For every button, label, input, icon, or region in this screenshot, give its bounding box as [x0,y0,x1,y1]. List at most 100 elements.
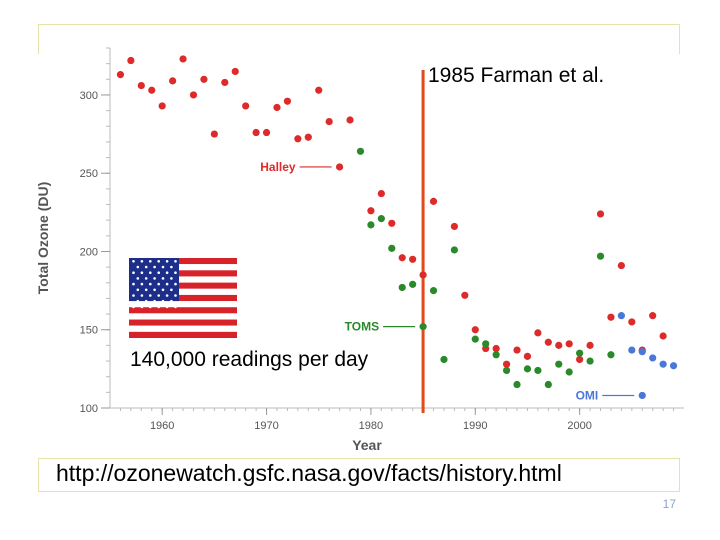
data-point-halley [169,77,177,85]
data-point-halley [471,326,479,334]
data-point-halley [555,341,563,349]
data-point-halley [252,128,260,137]
data-point-toms [356,147,365,155]
data-point-halley [544,338,552,346]
data-point-halley [127,56,135,65]
data-point-halley [513,346,521,354]
data-point-toms [555,360,563,368]
data-point-halley [367,207,375,215]
series-label-marker-omi [638,391,646,400]
data-point-toms [388,244,396,252]
data-point-toms [409,280,417,288]
y-tick-label: 200 [80,246,98,258]
data-point-halley [116,71,125,79]
y-axis-title: Total Ozone (DU) [35,182,51,295]
series-label-toms: TOMS [345,320,379,334]
data-point-halley [649,312,657,320]
data-point-halley [398,254,406,262]
data-point-toms [513,380,521,389]
data-point-toms [398,283,406,292]
data-point-halley [409,255,417,263]
data-point-toms [502,366,511,375]
data-point-halley [450,222,458,231]
data-point-toms [544,380,552,389]
data-point-toms [482,340,490,348]
data-point-halley [586,341,594,349]
data-point-halley [628,318,636,326]
data-point-halley [283,97,292,105]
data-point-toms [377,215,385,223]
data-point-halley [492,344,500,353]
data-point-toms [576,349,584,357]
data-point-halley [565,340,573,348]
data-point-halley [221,78,229,87]
data-point-halley [304,133,312,141]
data-point-halley [148,86,156,94]
data-point-halley [461,291,469,299]
data-point-toms [586,357,594,365]
data-point-omi [669,362,678,370]
data-point-toms [534,366,542,375]
y-tick-label: 250 [80,168,98,180]
data-point-halley [617,261,625,270]
x-tick-label: 2000 [567,420,591,432]
url-frame [38,458,680,492]
data-point-halley [262,128,271,137]
series-label-marker-toms [419,323,427,331]
data-point-halley [179,55,187,63]
us-flag-icon [129,258,237,338]
page-number: 17 [662,497,676,511]
data-point-halley [325,117,333,126]
data-point-halley [294,135,302,143]
data-point-halley [523,352,532,360]
data-point-halley [388,219,396,227]
farman-annotation: 1985 Farman et al. [428,64,605,87]
readings-annotation: 140,000 readings per day [130,348,369,371]
data-point-halley [596,210,605,218]
data-point-halley [200,75,208,83]
data-point-halley [242,102,250,110]
data-point-toms [492,351,500,359]
x-tick-label: 1970 [254,420,278,432]
data-point-halley [659,332,667,340]
data-point-toms [471,335,479,343]
y-tick-label: 300 [80,90,98,102]
source-url[interactable]: http://ozonewatch.gsfc.nasa.gov/facts/hi… [56,460,562,486]
series-label-marker-halley [336,163,344,171]
data-point-halley [429,197,438,205]
data-point-halley [189,91,198,99]
data-point-halley [346,116,354,124]
data-point-halley [158,102,166,110]
x-tick-label: 1960 [150,420,174,432]
ozone-chart: 100 150 200 250 300 1960 1970 1980 1990 2000 Year T… [35,47,684,453]
data-point-halley [231,67,239,76]
data-point-omi [628,346,636,354]
data-point-toms [596,252,605,260]
title-frame [38,24,680,54]
data-point-toms [429,287,438,295]
data-point-halley [419,271,427,279]
data-point-halley [534,329,542,337]
data-point-halley [377,189,385,198]
series-label-halley: Halley [260,160,296,174]
y-tick-label: 100 [80,403,98,415]
data-point-toms [440,355,448,364]
data-point-halley [576,355,584,364]
data-point-halley [273,103,281,112]
data-point-halley [315,86,323,94]
data-point-toms [523,365,532,373]
x-tick-label: 1980 [359,420,383,432]
data-point-toms [450,246,458,254]
data-point-omi [659,360,667,368]
data-point-omi [638,348,646,356]
data-point-halley [502,360,511,368]
data-point-toms [607,351,615,359]
data-point-toms [367,221,375,229]
x-tick-label: 1990 [463,420,487,432]
x-axis-title: Year [352,437,382,453]
series-label-omi: OMI [576,388,599,402]
data-point-toms [565,368,573,376]
data-point-omi [617,312,625,320]
data-point-omi [649,354,657,362]
